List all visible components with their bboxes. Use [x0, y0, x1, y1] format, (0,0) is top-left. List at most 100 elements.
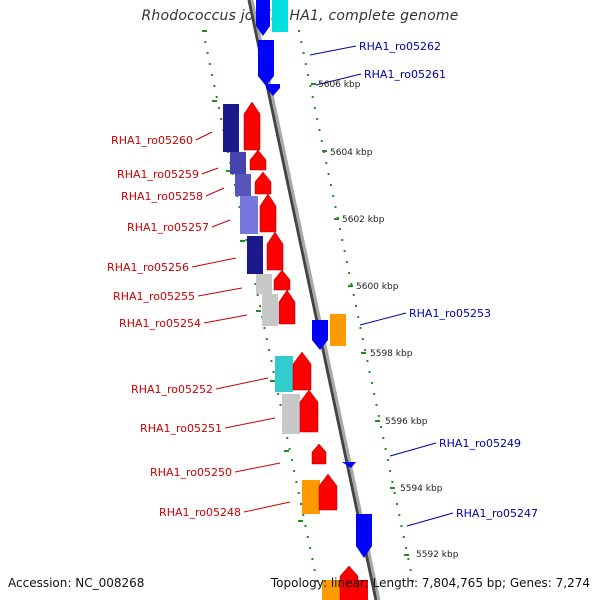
gene-feature-ro05259[interactable]	[230, 152, 246, 174]
label-leader-line	[205, 187, 225, 197]
scale-tick-label: 5594 kbp	[400, 484, 443, 494]
gene-feature[interactable]	[299, 389, 319, 433]
gene-feature[interactable]	[249, 149, 267, 171]
gene-feature[interactable]	[278, 289, 296, 325]
scale-major-tick	[348, 285, 353, 287]
gene-feature[interactable]	[318, 473, 338, 511]
gene-feature-ro05257[interactable]	[240, 196, 258, 234]
gene-feature-ro05261[interactable]	[266, 84, 280, 96]
scale-major-tick	[390, 487, 395, 489]
gene-label-ro05262[interactable]: RHA1_ro05262	[359, 40, 441, 53]
backbone-shadow	[247, 0, 378, 600]
scale-dot	[254, 283, 257, 285]
gene-feature-ro05256[interactable]	[247, 236, 263, 274]
gene-label-ro05254[interactable]: RHA1_ro05254	[119, 317, 201, 330]
scale-dot	[208, 63, 211, 65]
gene-feature-ro05248[interactable]	[302, 480, 320, 514]
gene-label-ro05251[interactable]: RHA1_ro05251	[140, 422, 222, 435]
scale-dot	[277, 393, 280, 395]
gene-label-ro05257[interactable]: RHA1_ro05257	[127, 221, 209, 234]
scale-dot	[302, 52, 305, 54]
gene-label-ro05253[interactable]: RHA1_ro05253	[409, 307, 491, 320]
gene-feature[interactable]	[266, 231, 284, 271]
backbone	[250, 0, 381, 600]
scale-dot	[245, 239, 248, 241]
gene-label-ro05260[interactable]: RHA1_ro05260	[111, 134, 193, 147]
accession-text: Accession: NC_008268	[8, 576, 145, 590]
scale-dot	[272, 371, 275, 373]
gene-label-ro05259[interactable]: RHA1_ro05259	[117, 168, 199, 181]
gene-label-ro05252[interactable]: RHA1_ro05252	[131, 383, 213, 396]
scale-dot	[364, 349, 367, 351]
gene-feature[interactable]	[259, 193, 277, 233]
gene-feature-ro05252[interactable]	[275, 356, 293, 392]
scale-dot	[352, 294, 355, 296]
scale-dot	[329, 184, 332, 186]
scale-dot	[380, 426, 382, 428]
scale-dot	[368, 371, 371, 373]
scale-tick-label: 5604 kbp	[330, 148, 373, 158]
gene-feature-ro05251[interactable]	[282, 394, 300, 434]
gene-label-ro05248[interactable]: RHA1_ro05248	[159, 506, 241, 519]
feature-track[interactable]	[223, 0, 372, 600]
gene-feature-ro05260[interactable]	[223, 104, 239, 152]
scale-major-tick	[361, 352, 366, 354]
gene-feature-ro05249[interactable]	[342, 462, 356, 468]
gene-feature-ro05250[interactable]	[311, 443, 327, 465]
scale-dot	[300, 41, 303, 43]
scale-dot	[341, 239, 344, 241]
label-leader-line	[203, 314, 248, 324]
right-scale-line	[298, 30, 414, 582]
scale-major-tick	[334, 218, 339, 220]
scale-dot	[300, 503, 302, 505]
scale-major-tick	[202, 30, 207, 32]
scale-major-tick	[256, 310, 261, 312]
gene-label-ro05249[interactable]: RHA1_ro05249	[439, 437, 521, 450]
scale-major-tick	[298, 520, 303, 522]
scale-dot	[370, 382, 373, 384]
scale-dot	[402, 536, 405, 538]
scale-dot	[259, 305, 261, 307]
label-leader-line	[309, 45, 357, 56]
scale-dot	[304, 525, 307, 527]
scale-major-tick	[311, 83, 316, 85]
label-leader-line	[315, 73, 362, 86]
scale-dot	[265, 338, 268, 340]
gene-label-ro05247[interactable]: RHA1_ro05247	[456, 507, 538, 520]
scale-dot	[211, 74, 214, 76]
gene-feature-ro05255[interactable]	[256, 274, 272, 294]
gene-label-ro05258[interactable]: RHA1_ro05258	[121, 190, 203, 203]
scale-dot	[377, 415, 380, 417]
gene-feature[interactable]	[254, 171, 272, 195]
gene-feature-ro05262[interactable]	[258, 40, 274, 86]
gene-feature-ro05254[interactable]	[262, 294, 278, 326]
gene-feature[interactable]	[272, 0, 288, 32]
gene-label-ro05261[interactable]: RHA1_ro05261	[364, 68, 446, 81]
gene-feature[interactable]	[358, 580, 368, 600]
gene-feature[interactable]	[273, 269, 291, 291]
label-leader-line	[191, 257, 237, 268]
gene-label-ro05256[interactable]: RHA1_ro05256	[107, 261, 189, 274]
gene-feature-ro05253[interactable]	[312, 320, 328, 350]
scale-dot	[238, 206, 241, 208]
scale-dot	[359, 327, 362, 329]
scale-major-tick	[375, 420, 380, 422]
gene-feature[interactable]	[292, 351, 312, 391]
gene-feature-ro05258[interactable]	[235, 174, 251, 196]
gene-feature-ro05247[interactable]	[356, 514, 372, 558]
scale-dot	[279, 404, 282, 406]
label-leader-line	[359, 312, 407, 326]
scale-dot	[375, 404, 378, 406]
forward-strand-labels: RHA1_ro05260 RHA1_ro05259 RHA1_ro05258 R…	[107, 131, 291, 519]
gene-feature[interactable]	[243, 101, 261, 151]
gene-feature[interactable]	[256, 0, 270, 36]
gene-label-ro05250[interactable]: RHA1_ro05250	[150, 466, 232, 479]
scale-dot	[297, 492, 300, 494]
gene-feature[interactable]	[330, 314, 346, 346]
scale-dot	[393, 492, 396, 494]
gene-label-ro05255[interactable]: RHA1_ro05255	[113, 290, 195, 303]
scale-dot	[386, 459, 389, 461]
gene-feature[interactable]	[322, 580, 340, 600]
